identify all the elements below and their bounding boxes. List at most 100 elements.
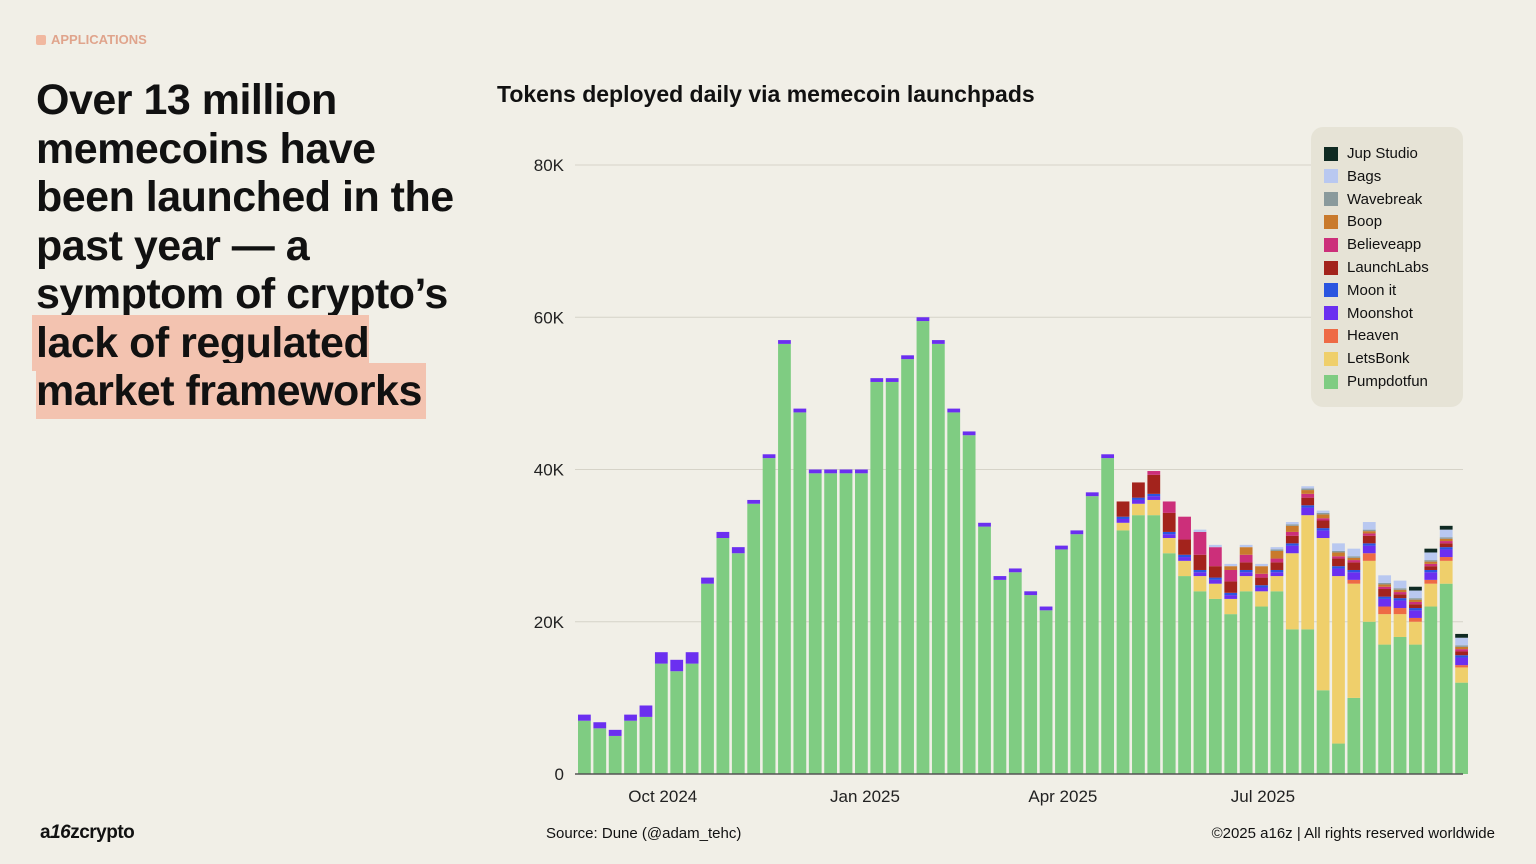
bar-segment-letsbonk [1208, 583, 1222, 599]
bar-segment-launchlabs [1116, 501, 1130, 517]
bar-segment-bags [1455, 637, 1468, 646]
bar-segment-moon-it [1285, 543, 1299, 546]
bar-segment-pumpdotfun [1101, 458, 1115, 774]
bar-segment-boop [1285, 525, 1299, 532]
bar-segment-moonshot [1362, 545, 1376, 554]
bar-segment-pumpdotfun [1239, 591, 1253, 774]
bar-segment-pumpdotfun [1039, 610, 1053, 774]
bar-segment-launchlabs [1362, 535, 1376, 544]
bar-segment-moonshot [1162, 534, 1176, 539]
bar-segment-moonshot [578, 714, 591, 721]
y-tick-label: 40K [534, 461, 565, 480]
bar-segment-pumpdotfun [931, 343, 945, 774]
legend-label: Believeapp [1347, 236, 1422, 254]
legend-label: Bags [1347, 167, 1382, 185]
bar-segment-pumpdotfun [978, 526, 991, 774]
bar-segment-moonshot [731, 547, 745, 554]
bar-segment-heaven [1424, 579, 1438, 584]
bar-segment-moonshot [993, 576, 1007, 580]
legend-label: Moonshot [1347, 304, 1413, 322]
bar-segment-heaven [1362, 553, 1376, 561]
bar-segment-letsbonk [1424, 583, 1438, 607]
bar-segment-pumpdotfun [1208, 598, 1222, 774]
bar-segment-wavebreak [1270, 549, 1284, 551]
bar-segment-pumpdotfun [993, 579, 1007, 774]
bar-segment-letsbonk [1285, 553, 1299, 630]
legend-item: Bags [1324, 168, 1381, 185]
legend-item: Moon it [1324, 282, 1396, 299]
bar-segment-believeapp [1193, 531, 1207, 555]
bar-segment-boop [1347, 557, 1361, 561]
bar-segment-launchlabs [1347, 562, 1361, 570]
bar-segment-pumpdotfun [1455, 682, 1468, 774]
x-tick-label: Jan 2025 [830, 787, 900, 806]
legend-item: Heaven [1324, 327, 1399, 344]
bar-segment-moonshot [947, 408, 961, 413]
bar-segment-wavebreak [1332, 550, 1345, 553]
legend-label: LaunchLabs [1347, 259, 1429, 276]
bar-segment-moonshot [870, 378, 884, 382]
bar-segment-pumpdotfun [947, 412, 961, 774]
bar-segment-believeapp [1301, 493, 1315, 498]
bar-segment-jup-studio [1424, 548, 1438, 553]
bar-segment-pumpdotfun [1270, 591, 1284, 774]
bar-segment-pumpdotfun [1316, 690, 1330, 774]
bar-segment-pumpdotfun [1332, 743, 1345, 774]
bar-segment-wavebreak [1301, 488, 1315, 491]
bar-segment-pumpdotfun [593, 728, 607, 774]
bar-segment-moonshot [1439, 549, 1453, 558]
bar-segment-pumpdotfun [1132, 515, 1145, 774]
bar-segment-pumpdotfun [855, 473, 868, 774]
bar-segment-bags [1316, 510, 1330, 513]
bar-segment-moonshot [1178, 557, 1191, 561]
legend-item: Jup Studio [1324, 145, 1418, 162]
bar-segment-pumpdotfun [808, 473, 822, 774]
bar-segment-moon-it [1439, 547, 1453, 550]
bar-segment-moon-it [1178, 554, 1191, 558]
bar-segment-moonshot [1347, 572, 1361, 580]
bar-segment-pumpdotfun [824, 473, 838, 774]
bar-segment-moonshot [1270, 572, 1284, 577]
bar-segment-boop [1224, 566, 1238, 570]
legend-label: Wavebreak [1347, 190, 1423, 208]
bar-segment-moon-it [1455, 655, 1468, 658]
bar-segment-moon-it [1316, 528, 1330, 531]
bar-segment-pumpdotfun [747, 503, 761, 774]
x-tick-label: Oct 2024 [628, 787, 697, 806]
bar-segment-pumpdotfun [1409, 644, 1422, 774]
bar-segment-bags [1393, 580, 1407, 589]
bar-segment-pumpdotfun [701, 583, 714, 774]
bar-segment-letsbonk [1347, 583, 1361, 698]
bar-segment-moonshot [1409, 610, 1422, 618]
bar-segment-moonshot [931, 340, 945, 344]
legend-item: Moonshot [1324, 305, 1413, 322]
bar-segment-launchlabs [1332, 558, 1345, 567]
bar-segment-believeapp [1239, 554, 1253, 563]
bar-segment-launchlabs [1270, 562, 1284, 570]
bar-segment-launchlabs [1378, 589, 1392, 597]
bar-segment-boop [1455, 646, 1468, 650]
legend-item: Wavebreak [1324, 191, 1422, 208]
bar-segment-moon-it [1162, 531, 1176, 535]
bar-segment-pumpdotfun [1178, 576, 1191, 774]
bar-segment-moonshot [1101, 454, 1115, 459]
bar-segment-letsbonk [1132, 503, 1145, 516]
legend-label: Pumpdotfun [1347, 373, 1428, 390]
bar-segment-moonshot [654, 652, 668, 664]
bar-segment-bags [1208, 544, 1222, 548]
bar-segment-moon-it [1224, 592, 1238, 596]
bar-segment-moonshot [716, 531, 730, 539]
bar-segment-believeapp [1393, 592, 1407, 595]
y-tick-label: 20K [534, 613, 565, 632]
bar-segment-launchlabs [1255, 577, 1268, 586]
bar-segment-wavebreak [1439, 537, 1453, 539]
legend: Jup Studio Bags Wavebreak Boop Believeapp Lau… [1311, 127, 1463, 407]
bar-segment-moonshot [824, 469, 838, 474]
bar-segment-bags [1193, 529, 1207, 532]
bar-segment-moon-it [1332, 566, 1345, 569]
bar-segment-letsbonk [1178, 560, 1191, 577]
bar-segment-boop [1378, 584, 1392, 587]
bar-segment-heaven [1409, 617, 1422, 622]
bar-segment-moonshot [885, 378, 899, 382]
bar-segment-launchlabs [1224, 581, 1238, 593]
